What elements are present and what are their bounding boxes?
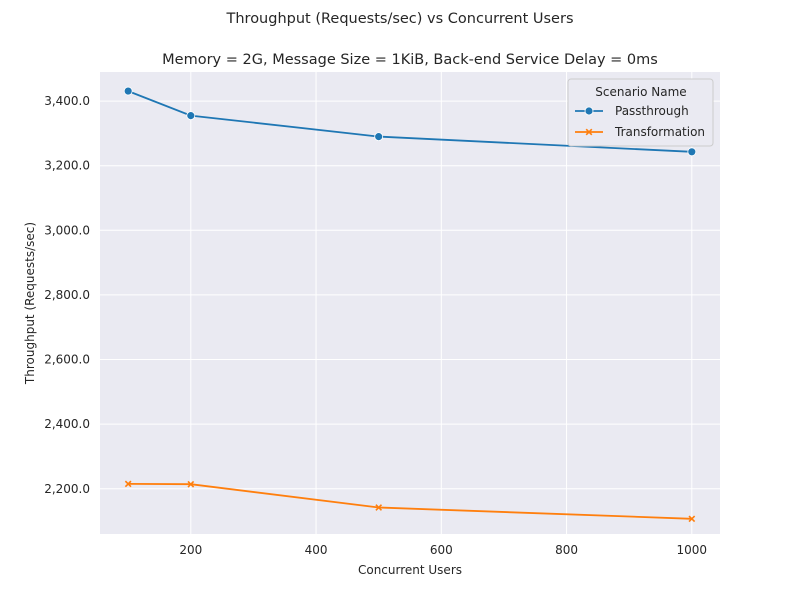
legend-label-transformation: Transformation: [614, 125, 705, 139]
legend-box: [567, 78, 714, 147]
series-group: [123, 86, 697, 523]
legend-items: Passthrough Transformation: [575, 104, 705, 139]
y-tick-label: 3,200.0: [44, 159, 90, 173]
y-tick-label: 3,400.0: [44, 94, 90, 108]
data-point-passthrough: [123, 86, 133, 96]
x-tick-label: 1000: [677, 543, 708, 557]
x-tick-label: 200: [179, 543, 202, 557]
y-tick-label: 2,400.0: [44, 417, 90, 431]
data-point-transformation: [688, 515, 696, 523]
x-tick-label: 600: [430, 543, 453, 557]
y-tick-label: 3,000.0: [44, 223, 90, 237]
chart-title: Throughput (Requests/sec) vs Concurrent …: [226, 11, 574, 27]
y-axis-label: Throughput (Requests/sec): [23, 222, 37, 385]
legend-title: Scenario Name: [595, 85, 686, 99]
data-point-passthrough: [186, 111, 196, 121]
data-point-passthrough: [687, 147, 697, 157]
y-tick-label: 2,600.0: [44, 353, 90, 367]
legend-label-passthrough: Passthrough: [615, 104, 689, 118]
data-point-transformation: [124, 480, 132, 488]
x-tick-label: 400: [305, 543, 328, 557]
legend-marker-passthrough: [584, 106, 594, 116]
series-line-passthrough: [127, 90, 692, 153]
grid-lines: [100, 72, 720, 534]
x-axis-label: Concurrent Users: [358, 563, 462, 577]
data-point-passthrough: [374, 132, 384, 142]
data-point-transformation: [187, 480, 195, 488]
tick-labels: 200 400 600 800 1000 2,200.0 2,400.0 2,600.0 2,8…: [44, 94, 707, 557]
chart-subtitle: Memory = 2G, Message Size = 1KiB, Back-e…: [162, 52, 658, 68]
data-point-transformation: [375, 504, 383, 511]
series-line-transformation: [128, 483, 692, 520]
y-tick-label: 2,200.0: [44, 482, 90, 496]
legend-marker-transformation: [585, 128, 593, 136]
x-tick-label: 800: [555, 543, 578, 557]
legend: Scenario Name Passthrough Transformation: [567, 78, 714, 147]
y-tick-label: 2,800.0: [44, 288, 90, 302]
